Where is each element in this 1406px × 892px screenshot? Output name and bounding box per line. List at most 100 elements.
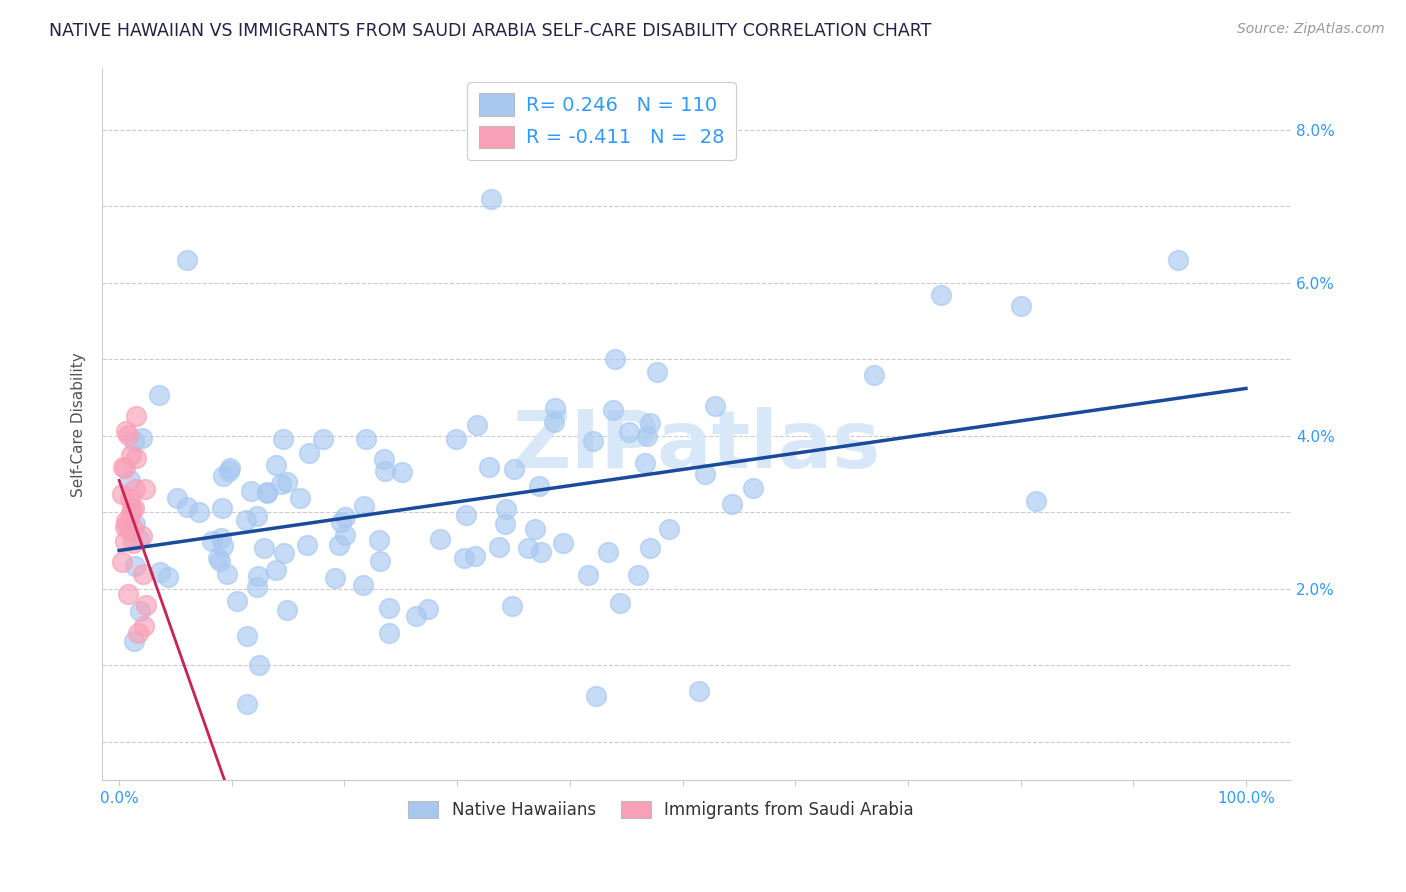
Point bbox=[429, 533, 451, 547]
Point bbox=[330, 515, 353, 529]
Point bbox=[416, 602, 439, 616]
Point bbox=[704, 399, 727, 413]
Text: ZIPatlas: ZIPatlas bbox=[513, 407, 880, 484]
Point bbox=[115, 514, 138, 528]
Point bbox=[212, 540, 235, 554]
Point bbox=[176, 252, 198, 267]
Point bbox=[273, 546, 295, 560]
Point bbox=[501, 599, 523, 613]
Point bbox=[298, 446, 321, 460]
Point bbox=[609, 596, 631, 610]
Point bbox=[367, 533, 389, 547]
Point bbox=[125, 409, 148, 424]
Point bbox=[121, 502, 143, 516]
Point bbox=[582, 434, 605, 449]
Point bbox=[166, 491, 188, 505]
Point bbox=[693, 467, 716, 481]
Point bbox=[211, 500, 233, 515]
Point bbox=[120, 448, 142, 462]
Point bbox=[636, 429, 658, 443]
Point bbox=[134, 618, 156, 632]
Point bbox=[114, 519, 136, 533]
Point bbox=[124, 517, 146, 532]
Point bbox=[368, 554, 391, 568]
Point bbox=[444, 432, 467, 446]
Point bbox=[276, 603, 298, 617]
Point bbox=[1025, 494, 1047, 508]
Point bbox=[602, 403, 624, 417]
Point bbox=[633, 457, 655, 471]
Point bbox=[117, 587, 139, 601]
Point bbox=[354, 432, 377, 446]
Point bbox=[121, 536, 143, 550]
Point bbox=[225, 594, 247, 608]
Point bbox=[111, 555, 134, 569]
Point bbox=[253, 541, 276, 556]
Point bbox=[131, 529, 153, 543]
Text: Source: ZipAtlas.com: Source: ZipAtlas.com bbox=[1237, 22, 1385, 37]
Point bbox=[128, 532, 150, 546]
Point bbox=[495, 501, 517, 516]
Point bbox=[247, 657, 270, 672]
Point bbox=[373, 452, 395, 467]
Point bbox=[148, 387, 170, 401]
Text: NATIVE HAWAIIAN VS IMMIGRANTS FROM SAUDI ARABIA SELF-CARE DISABILITY CORRELATION: NATIVE HAWAIIAN VS IMMIGRANTS FROM SAUDI… bbox=[49, 22, 932, 40]
Point bbox=[929, 288, 952, 302]
Point bbox=[544, 401, 567, 415]
Point bbox=[576, 568, 599, 582]
Point bbox=[288, 491, 311, 506]
Point bbox=[479, 192, 502, 206]
Point bbox=[209, 531, 232, 545]
Point bbox=[176, 500, 198, 514]
Point bbox=[645, 365, 668, 379]
Point bbox=[378, 625, 401, 640]
Point bbox=[617, 425, 640, 439]
Point bbox=[124, 482, 146, 496]
Point bbox=[134, 483, 156, 497]
Legend: Native Hawaiians, Immigrants from Saudi Arabia: Native Hawaiians, Immigrants from Saudi … bbox=[402, 794, 921, 825]
Point bbox=[124, 558, 146, 573]
Point bbox=[117, 428, 139, 442]
Point bbox=[235, 513, 257, 527]
Point bbox=[312, 433, 335, 447]
Point bbox=[235, 697, 257, 711]
Point bbox=[246, 569, 269, 583]
Point bbox=[720, 496, 742, 510]
Point bbox=[1167, 252, 1189, 267]
Point bbox=[638, 416, 661, 430]
Point bbox=[129, 604, 152, 618]
Point bbox=[131, 431, 153, 445]
Point bbox=[215, 567, 238, 582]
Point bbox=[391, 466, 413, 480]
Point bbox=[135, 598, 157, 612]
Point bbox=[122, 521, 145, 535]
Point bbox=[114, 461, 136, 475]
Point bbox=[114, 534, 136, 549]
Point bbox=[240, 483, 263, 498]
Point bbox=[516, 541, 538, 555]
Point bbox=[585, 690, 607, 704]
Point bbox=[658, 522, 681, 536]
Point bbox=[115, 517, 138, 532]
Point bbox=[276, 475, 298, 490]
Point bbox=[465, 417, 488, 432]
Point bbox=[122, 434, 145, 448]
Point bbox=[328, 538, 350, 552]
Point bbox=[219, 460, 242, 475]
Point bbox=[207, 550, 229, 565]
Point bbox=[208, 554, 231, 568]
Point bbox=[149, 566, 172, 580]
Point bbox=[688, 683, 710, 698]
Point bbox=[353, 578, 375, 592]
Point bbox=[323, 571, 346, 585]
Point bbox=[156, 570, 179, 584]
Point bbox=[112, 460, 135, 475]
Point bbox=[524, 522, 547, 536]
Point bbox=[246, 581, 269, 595]
Point bbox=[256, 485, 278, 500]
Point bbox=[333, 528, 356, 542]
Point bbox=[218, 463, 240, 477]
Point bbox=[603, 352, 626, 367]
Point bbox=[127, 625, 149, 640]
Point bbox=[201, 533, 224, 548]
